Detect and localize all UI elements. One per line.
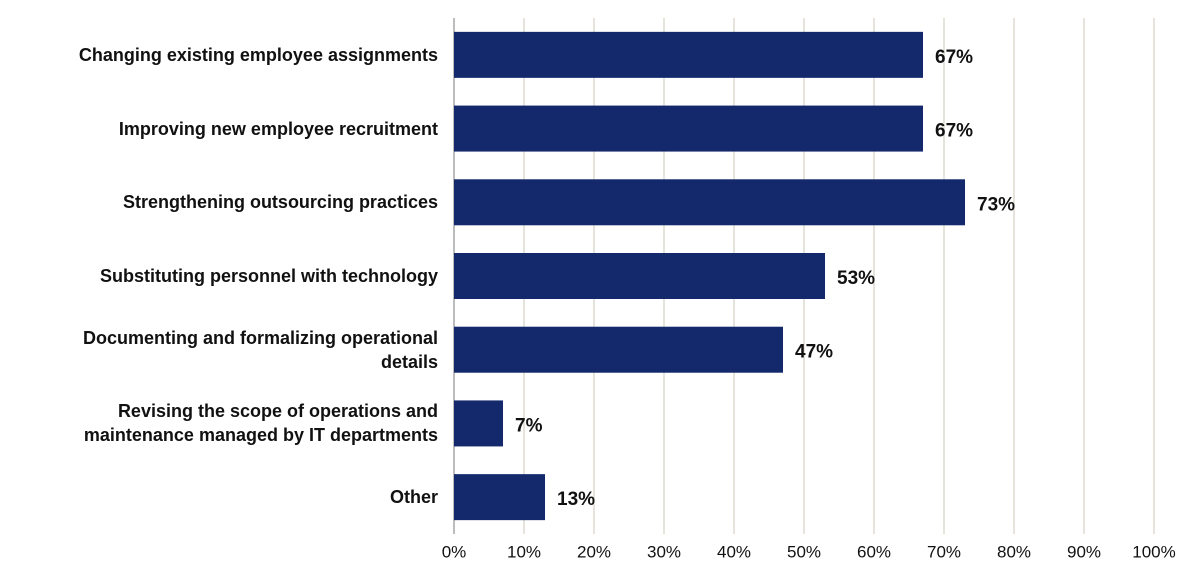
bar [454, 400, 503, 447]
category-label: Documenting and formalizing operational … [82, 327, 438, 372]
bar [454, 31, 923, 78]
category-label: Substituting personnel with technology [100, 266, 438, 286]
bar [454, 105, 923, 152]
x-tick-label: 60% [857, 542, 891, 561]
x-tick-label: 50% [787, 542, 821, 561]
category-label: Improving new employee recruitment [118, 118, 438, 139]
value-label: 73% [977, 194, 1015, 215]
category-label: Other [389, 487, 438, 508]
value-label: 67% [935, 47, 973, 68]
bar [454, 326, 783, 373]
bar [454, 474, 545, 521]
category-label: Strengthening outsourcing practices [122, 192, 438, 213]
x-tick-label: 20% [577, 542, 611, 561]
x-tick-label: 30% [647, 542, 681, 561]
value-label: 7% [515, 415, 543, 436]
category-label: Changing existing employee assignments [78, 44, 438, 65]
value-label: 47% [795, 342, 833, 363]
x-tick-label: 70% [927, 542, 961, 561]
bar [454, 179, 965, 226]
value-label: 67% [935, 121, 973, 142]
value-label: 53% [837, 268, 875, 289]
x-tick-label: 100% [1132, 542, 1175, 561]
x-tick-label: 40% [717, 542, 751, 561]
x-tick-label: 10% [507, 542, 541, 561]
category-label: Revising the scope of operations and mai… [83, 401, 438, 446]
x-tick-label: 80% [997, 542, 1031, 561]
x-tick-label: 90% [1067, 542, 1101, 561]
value-label: 13% [557, 489, 595, 510]
bar [454, 253, 825, 299]
x-tick-label: 0% [442, 542, 467, 561]
